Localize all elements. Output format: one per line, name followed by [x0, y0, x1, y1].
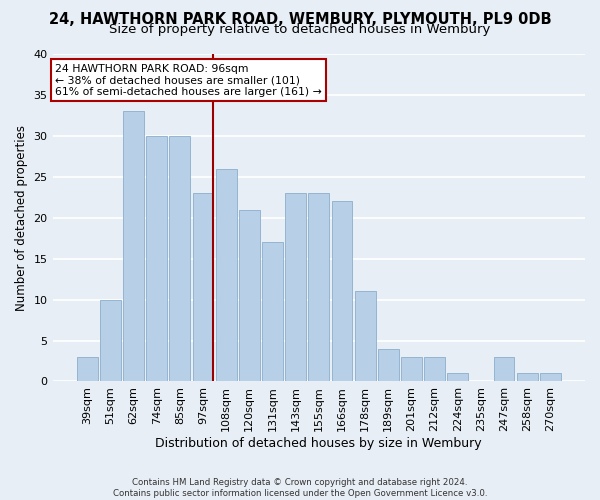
Bar: [355, 292, 376, 382]
Bar: [494, 357, 514, 382]
Bar: [540, 374, 561, 382]
Bar: [216, 168, 236, 382]
Bar: [401, 357, 422, 382]
Text: 24 HAWTHORN PARK ROAD: 96sqm
← 38% of detached houses are smaller (101)
61% of s: 24 HAWTHORN PARK ROAD: 96sqm ← 38% of de…: [55, 64, 322, 97]
Bar: [332, 202, 352, 382]
X-axis label: Distribution of detached houses by size in Wembury: Distribution of detached houses by size …: [155, 437, 482, 450]
Bar: [262, 242, 283, 382]
Bar: [123, 112, 144, 382]
Text: Size of property relative to detached houses in Wembury: Size of property relative to detached ho…: [109, 22, 491, 36]
Bar: [424, 357, 445, 382]
Y-axis label: Number of detached properties: Number of detached properties: [15, 124, 28, 310]
Bar: [193, 193, 214, 382]
Bar: [77, 357, 98, 382]
Text: 24, HAWTHORN PARK ROAD, WEMBURY, PLYMOUTH, PL9 0DB: 24, HAWTHORN PARK ROAD, WEMBURY, PLYMOUT…: [49, 12, 551, 28]
Bar: [169, 136, 190, 382]
Bar: [146, 136, 167, 382]
Bar: [378, 348, 398, 382]
Bar: [308, 193, 329, 382]
Bar: [517, 374, 538, 382]
Bar: [100, 300, 121, 382]
Bar: [285, 193, 306, 382]
Text: Contains HM Land Registry data © Crown copyright and database right 2024.
Contai: Contains HM Land Registry data © Crown c…: [113, 478, 487, 498]
Bar: [239, 210, 260, 382]
Bar: [448, 374, 468, 382]
